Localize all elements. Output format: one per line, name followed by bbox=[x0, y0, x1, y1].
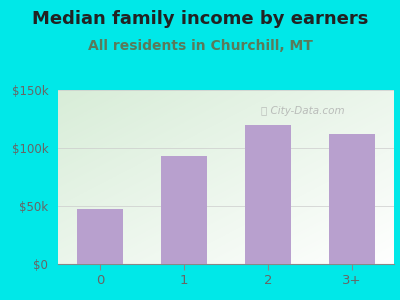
Bar bbox=[245, 125, 291, 264]
Text: Median family income by earners: Median family income by earners bbox=[32, 11, 368, 28]
Bar bbox=[329, 134, 375, 264]
Bar bbox=[161, 156, 207, 264]
Text: Ⓣ City-Data.com: Ⓣ City-Data.com bbox=[262, 106, 345, 116]
Text: All residents in Churchill, MT: All residents in Churchill, MT bbox=[88, 40, 312, 53]
Bar bbox=[77, 209, 123, 264]
